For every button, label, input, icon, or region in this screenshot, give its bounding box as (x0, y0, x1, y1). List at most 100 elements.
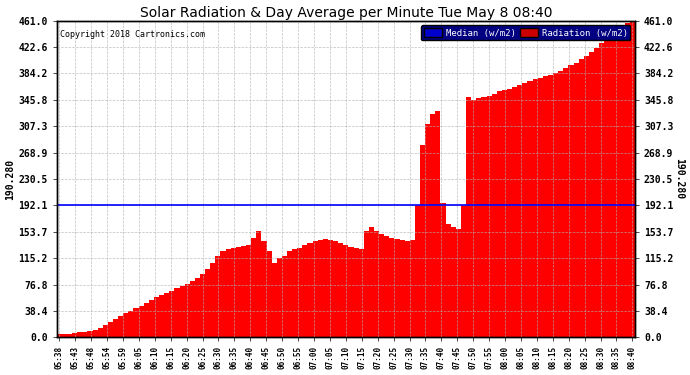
Bar (482, 97, 486, 337)
Bar (251, 238, 256, 337)
Bar (236, 247, 241, 337)
Bar (563, 68, 569, 337)
Bar (573, 63, 579, 337)
Bar (389, 238, 395, 337)
Bar (553, 73, 558, 337)
Bar (522, 83, 527, 337)
Bar (461, 206, 466, 337)
Bar (548, 75, 553, 337)
Bar (410, 240, 415, 337)
Bar (609, 34, 615, 337)
Bar (615, 28, 620, 337)
Bar (246, 244, 251, 337)
Bar (446, 224, 451, 337)
Text: Copyright 2018 Cartronics.com: Copyright 2018 Cartronics.com (59, 30, 205, 39)
Bar (497, 92, 502, 337)
Bar (190, 281, 195, 337)
Bar (118, 316, 124, 337)
Bar (77, 333, 82, 337)
Bar (512, 87, 518, 337)
Bar (210, 263, 215, 337)
Bar (72, 333, 77, 337)
Bar (486, 96, 492, 337)
Bar (179, 286, 185, 337)
Bar (359, 249, 364, 337)
Bar (353, 248, 359, 337)
Title: Solar Radiation & Day Average per Minute Tue May 8 08:40: Solar Radiation & Day Average per Minute… (139, 6, 552, 20)
Bar (297, 248, 302, 337)
Bar (518, 85, 522, 337)
Bar (88, 331, 92, 337)
Bar (420, 145, 425, 337)
Bar (395, 239, 400, 337)
Bar (348, 247, 353, 337)
Y-axis label: 190.280: 190.280 (6, 159, 16, 200)
Bar (113, 319, 118, 337)
Bar (476, 98, 482, 337)
Bar (256, 231, 262, 337)
Bar (594, 48, 599, 337)
Bar (266, 252, 272, 337)
Bar (543, 76, 548, 337)
Bar (620, 25, 624, 337)
Bar (400, 240, 404, 337)
Bar (308, 243, 313, 337)
Bar (379, 234, 384, 337)
Bar (62, 334, 67, 337)
Bar (57, 334, 62, 337)
Bar (262, 241, 266, 337)
Bar (589, 52, 594, 337)
Bar (98, 328, 103, 337)
Bar (139, 306, 144, 337)
Bar (67, 334, 72, 337)
Bar (313, 241, 317, 337)
Bar (338, 243, 343, 337)
Bar (584, 56, 589, 337)
Bar (492, 93, 497, 337)
Bar (200, 274, 205, 337)
Bar (108, 322, 113, 337)
Bar (364, 231, 369, 337)
Bar (533, 79, 538, 337)
Bar (527, 81, 533, 337)
Bar (343, 244, 348, 337)
Bar (287, 252, 292, 337)
Bar (164, 292, 169, 337)
Bar (154, 297, 159, 337)
Bar (205, 268, 210, 337)
Bar (103, 325, 108, 337)
Bar (630, 21, 635, 337)
Bar (404, 241, 410, 337)
Bar (538, 78, 543, 337)
Bar (333, 241, 338, 337)
Bar (624, 23, 630, 337)
Bar (185, 284, 190, 337)
Bar (277, 258, 282, 337)
Bar (221, 252, 226, 337)
Bar (82, 332, 88, 337)
Y-axis label: 190.280: 190.280 (674, 159, 684, 200)
Bar (124, 313, 128, 337)
Bar (230, 248, 236, 337)
Bar (144, 303, 149, 337)
Bar (569, 65, 573, 337)
Bar (604, 39, 609, 337)
Bar (384, 236, 389, 337)
Bar (507, 89, 512, 337)
Bar (369, 227, 374, 337)
Bar (226, 249, 230, 337)
Bar (215, 256, 221, 337)
Bar (159, 295, 164, 337)
Bar (374, 231, 379, 337)
Bar (415, 206, 420, 337)
Bar (451, 227, 456, 337)
Bar (466, 97, 471, 337)
Legend: Median (w/m2), Radiation (w/m2): Median (w/m2), Radiation (w/m2) (422, 25, 631, 40)
Bar (272, 263, 277, 337)
Bar (292, 249, 297, 337)
Bar (175, 288, 179, 337)
Bar (133, 309, 139, 337)
Bar (599, 44, 604, 337)
Bar (241, 246, 246, 337)
Bar (471, 100, 476, 337)
